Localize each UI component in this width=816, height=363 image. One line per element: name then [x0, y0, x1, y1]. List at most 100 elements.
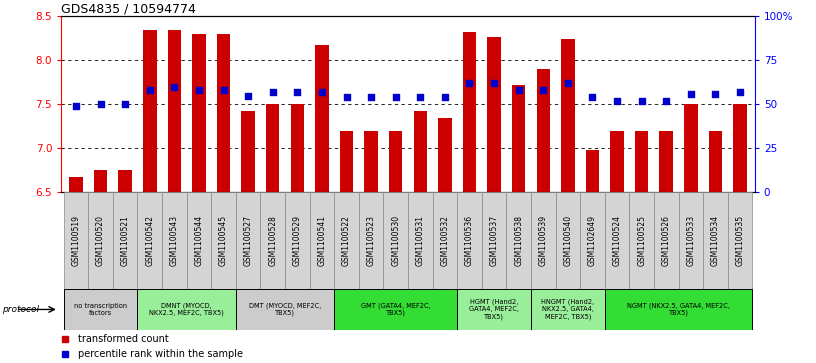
Text: HNGMT (Hand2,
NKX2.5, GATA4,
MEF2C, TBX5): HNGMT (Hand2, NKX2.5, GATA4, MEF2C, TBX5…: [541, 299, 594, 320]
Text: GSM1100533: GSM1100533: [686, 215, 695, 266]
Point: [659, 98, 672, 104]
Text: GSM1100523: GSM1100523: [366, 215, 375, 266]
Text: GSM1100538: GSM1100538: [514, 215, 523, 266]
Point: [414, 94, 427, 100]
Bar: [708, 131, 722, 192]
Point: [463, 80, 476, 86]
Bar: [217, 34, 230, 192]
Bar: [659, 131, 673, 192]
Bar: [432, 192, 457, 289]
Bar: [285, 192, 309, 289]
Bar: [162, 192, 187, 289]
Bar: [339, 131, 353, 192]
Bar: [113, 192, 137, 289]
Bar: [137, 289, 236, 330]
Text: DMT (MYOCD, MEF2C,
TBX5): DMT (MYOCD, MEF2C, TBX5): [249, 302, 322, 317]
Bar: [703, 192, 728, 289]
Bar: [64, 192, 88, 289]
Point: [610, 98, 623, 104]
Text: GSM1100536: GSM1100536: [465, 215, 474, 266]
Bar: [384, 192, 408, 289]
Text: GSM1100526: GSM1100526: [662, 215, 671, 266]
Text: GSM1100531: GSM1100531: [416, 215, 425, 266]
Point: [586, 94, 599, 100]
Bar: [315, 45, 329, 192]
Bar: [531, 192, 556, 289]
Point: [266, 89, 279, 95]
Bar: [481, 192, 507, 289]
Point: [193, 87, 206, 93]
Text: GSM1100534: GSM1100534: [711, 215, 720, 266]
Bar: [211, 192, 236, 289]
Point: [438, 94, 451, 100]
Text: GDS4835 / 10594774: GDS4835 / 10594774: [61, 2, 196, 15]
Bar: [536, 69, 550, 192]
Point: [94, 101, 107, 107]
Text: GSM1100521: GSM1100521: [121, 215, 130, 266]
Text: GSM1100529: GSM1100529: [293, 215, 302, 266]
Bar: [605, 289, 752, 330]
Point: [709, 91, 722, 97]
Point: [365, 94, 378, 100]
Text: GSM1102649: GSM1102649: [588, 215, 597, 266]
Bar: [512, 85, 526, 192]
Text: no transcription
factors: no transcription factors: [74, 303, 127, 316]
Text: GSM1100527: GSM1100527: [244, 215, 253, 266]
Text: GSM1100542: GSM1100542: [145, 215, 154, 266]
Point: [168, 84, 181, 90]
Bar: [143, 29, 157, 192]
Bar: [408, 192, 432, 289]
Text: GSM1100539: GSM1100539: [539, 215, 548, 266]
Text: protocol: protocol: [2, 305, 39, 314]
Point: [389, 94, 402, 100]
Bar: [309, 192, 335, 289]
Bar: [260, 192, 285, 289]
Text: GMT (GATA4, MEF2C,
TBX5): GMT (GATA4, MEF2C, TBX5): [361, 302, 431, 317]
Point: [69, 103, 82, 109]
Text: GSM1100522: GSM1100522: [342, 215, 351, 266]
Bar: [684, 105, 698, 192]
Bar: [605, 192, 629, 289]
Bar: [335, 192, 359, 289]
Text: GSM1100525: GSM1100525: [637, 215, 646, 266]
Bar: [507, 192, 531, 289]
Text: transformed count: transformed count: [78, 334, 168, 344]
Text: DMNT (MYOCD,
NKX2.5, MEF2C, TBX5): DMNT (MYOCD, NKX2.5, MEF2C, TBX5): [149, 302, 224, 317]
Text: GSM1100528: GSM1100528: [268, 215, 277, 266]
Text: GSM1100519: GSM1100519: [72, 215, 81, 266]
Text: HGMT (Hand2,
GATA4, MEF2C,
TBX5): HGMT (Hand2, GATA4, MEF2C, TBX5): [469, 299, 519, 320]
Point: [537, 87, 550, 93]
Bar: [734, 105, 747, 192]
Point: [340, 94, 353, 100]
Bar: [94, 170, 108, 192]
Point: [561, 80, 574, 86]
Bar: [236, 289, 335, 330]
Bar: [193, 34, 206, 192]
Bar: [290, 105, 304, 192]
Point: [734, 89, 747, 95]
Bar: [187, 192, 211, 289]
Bar: [118, 170, 132, 192]
Text: GSM1100530: GSM1100530: [391, 215, 400, 266]
Bar: [580, 192, 605, 289]
Point: [316, 89, 329, 95]
Bar: [335, 289, 457, 330]
Bar: [88, 192, 113, 289]
Bar: [64, 289, 137, 330]
Bar: [266, 105, 280, 192]
Point: [144, 87, 157, 93]
Point: [685, 91, 698, 97]
Bar: [728, 192, 752, 289]
Bar: [438, 118, 452, 192]
Bar: [359, 192, 384, 289]
Text: GSM1100537: GSM1100537: [490, 215, 499, 266]
Text: GSM1100543: GSM1100543: [170, 215, 179, 266]
Bar: [487, 37, 501, 192]
Bar: [654, 192, 679, 289]
Text: GSM1100535: GSM1100535: [735, 215, 744, 266]
Text: GSM1100532: GSM1100532: [441, 215, 450, 266]
Bar: [167, 29, 181, 192]
Bar: [69, 176, 82, 192]
Point: [118, 101, 131, 107]
Text: GSM1100544: GSM1100544: [194, 215, 203, 266]
